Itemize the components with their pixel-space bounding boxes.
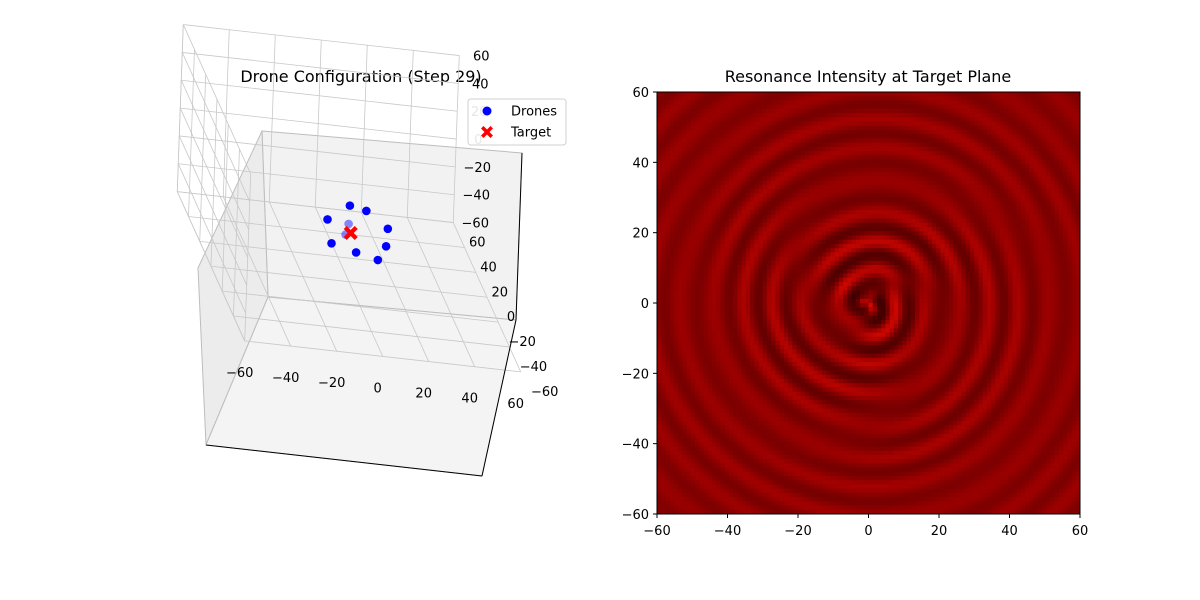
x-tick-label: −40 [272,371,299,386]
legend-marker-target [481,126,493,138]
z-tick-label: 40 [472,77,489,92]
y-tick-label: 20 [632,227,649,242]
y-tick-label: 0 [507,310,515,325]
plot-points [323,201,393,265]
y-tick-label: 20 [491,285,508,300]
z-axis-line [515,152,523,321]
grid-line [188,216,465,248]
grid-3d [176,24,522,373]
grid-line [199,74,207,242]
drone-point [323,215,332,224]
drone-point [351,248,361,257]
grid-line [452,222,522,373]
grid-line [182,24,252,175]
resonance-intensity-chart: Resonance Intensity at Target Plane −60−… [622,67,1089,539]
z-tick-label: −60 [462,217,489,232]
z-tick-label: −20 [464,161,491,176]
y-tick-label: −40 [622,438,649,453]
grid-line [183,24,460,56]
y-tick-label: −40 [520,360,547,375]
legend-label-target: Target [510,126,551,141]
y-tick-label: 40 [480,260,497,275]
x-tick-label: 40 [1001,524,1018,539]
legend-label-drones: Drones [511,105,557,120]
y-tick-label: 60 [632,86,649,101]
y-axis-line [481,319,517,477]
chart-title: Resonance Intensity at Target Plane [725,67,1012,86]
x-tick-label: 20 [415,387,432,402]
drone-point [373,255,383,265]
x-tick-label: −20 [318,376,345,391]
x-axis-line [205,444,483,477]
x-tick-label: 40 [461,392,478,407]
grid-line [176,24,184,192]
grid-line [452,55,460,223]
chart-title: Drone Configuration (Step 29) [240,67,481,86]
z-tick-label: 60 [473,50,490,65]
drone-point [383,224,393,234]
y-tick-label: −20 [622,367,649,382]
grid-line [182,52,459,84]
legend-marker-drones [482,106,492,116]
y-tick-label: −60 [622,508,649,523]
x-tick-label: −60 [643,524,670,539]
drone-point [362,206,371,216]
drone-point [327,239,336,248]
heatmap-image [657,92,1081,515]
grid-line [180,80,250,230]
grid-line [188,49,195,217]
tick-labels-heatmap: −60 −40 −20 0 20 40 60 60 40 20 0 −20 −40 −60 [622,86,1089,539]
x-tick-label: −20 [784,524,811,539]
y-tick-label: −60 [531,385,558,400]
x-tick-label: 20 [931,524,948,539]
drone-point [381,242,391,251]
drone-configuration-chart: Drone Configuration (Step 29) −60 −40 −20 0… [176,24,567,477]
y-tick-label: 40 [632,156,649,171]
target-marker [343,226,358,241]
x-tick-label: −40 [714,524,741,539]
x-tick-label: 60 [507,397,524,412]
x-tick-label: 0 [864,524,872,539]
grid-line [177,191,454,223]
y-tick-label: 0 [641,297,649,312]
x-tick-label: −60 [226,366,253,381]
y-tick-label: −20 [509,335,536,350]
grid-line [181,52,251,202]
drone-point [344,219,353,229]
drone-point [345,201,355,210]
y-tick-label: 60 [469,236,486,251]
x-tick-label: 0 [374,381,382,396]
x-tick-label: 60 [1072,524,1089,539]
legend: Drones Target [467,98,567,146]
z-tick-label: −40 [463,189,490,204]
legend-box [467,98,567,146]
